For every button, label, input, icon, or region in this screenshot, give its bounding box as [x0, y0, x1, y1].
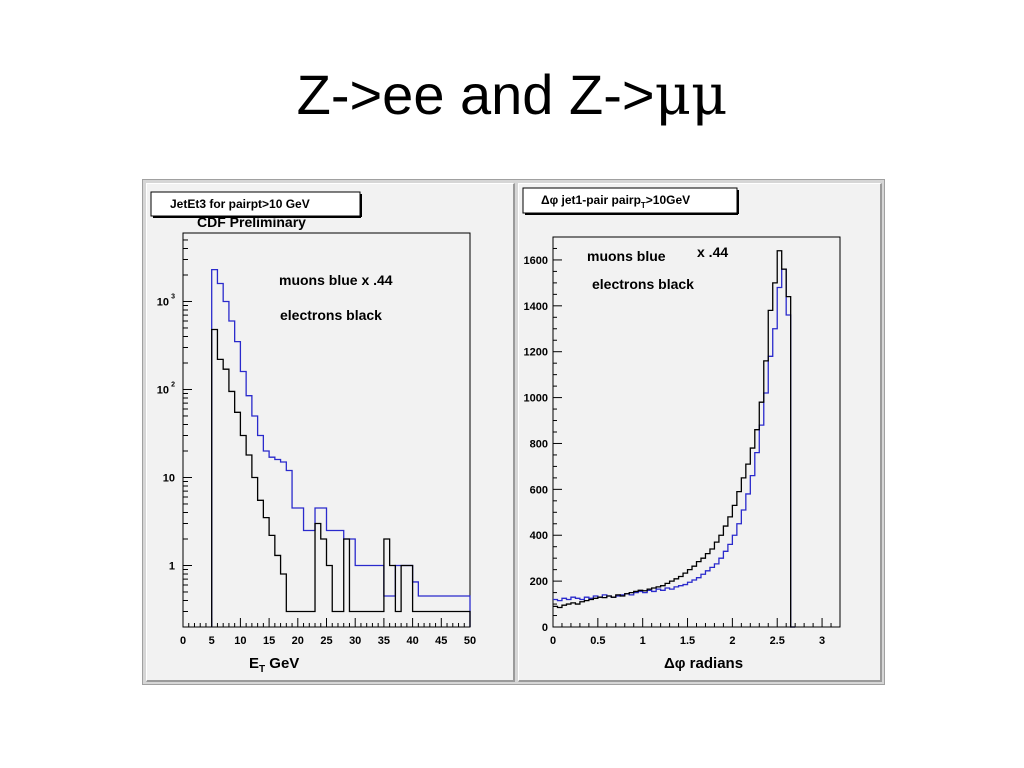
left-xlabel-main: E [249, 655, 259, 672]
right-series-muons [553, 268, 796, 628]
right-chart: Δφ jet1-pair pairpT>10GeV 0 0.5 1 1.5 2 2.5 30… [522, 187, 841, 672]
left-y-tick-label: 1 [169, 560, 175, 572]
left-xlabel-rest: GeV [265, 655, 299, 672]
right-x-tick-label: 2 [729, 635, 735, 647]
right-series-group [553, 250, 796, 628]
slide-title-prefix: Z->ee and Z-> [296, 63, 655, 126]
right-series-electrons [553, 250, 796, 628]
left-x-tick-label: 0 [180, 635, 186, 647]
left-xlabel: ET GeV [249, 655, 299, 675]
right-y-tick-label: 800 [530, 438, 548, 450]
right-title-rest: >10GeV [646, 193, 690, 207]
right-annotation-factor: x .44 [697, 244, 728, 260]
left-x-tick-label: 30 [349, 635, 361, 647]
slide-title-mu: μμ [654, 63, 728, 128]
left-title-box [150, 191, 361, 217]
left-x-tick-label: 40 [406, 635, 418, 647]
right-x-tick-label: 3 [819, 635, 825, 647]
right-y-tick-label: 1600 [524, 255, 548, 267]
left-chart: JetEt3 for pairpt>10 GeV CDF Preliminary… [150, 191, 476, 675]
left-annotation-muons: muons blue x .44 [279, 272, 393, 288]
right-y-tick-label: 0 [542, 622, 548, 634]
right-x-tick-label: 2.5 [770, 635, 785, 647]
left-x-tick-label: 5 [209, 635, 215, 647]
left-chart-subtitle: CDF Preliminary [197, 214, 306, 230]
left-series-electrons [211, 328, 471, 627]
left-y-tick-exponent: 2 [171, 381, 175, 388]
left-y-tick-exponent: 3 [171, 293, 175, 300]
left-x-tick-label: 20 [292, 635, 304, 647]
left-plot-frame [182, 232, 471, 628]
right-y-tick-label: 1000 [524, 393, 548, 405]
left-x-tick-label: 25 [320, 635, 332, 647]
figure-canvas: JetEt3 for pairpt>10 GeV CDF Preliminary… [142, 179, 885, 685]
right-x-tick-label: 1 [640, 635, 646, 647]
left-x-tick-label: 50 [464, 635, 476, 647]
left-series-muons [211, 268, 471, 627]
left-xlabel-sub: T [259, 664, 265, 675]
right-x-tick-label: 0.5 [590, 635, 605, 647]
right-y-tick-label: 200 [530, 576, 548, 588]
right-annotation-electrons: electrons black [592, 276, 694, 292]
slide-title: Z->ee and Z->μμ [0, 62, 1024, 128]
left-x-tick-label: 45 [435, 635, 447, 647]
right-title-main: Δφ jet1-pair pairp [541, 193, 641, 207]
right-plot-frame [552, 236, 841, 628]
left-y-tick-label: 10 [163, 472, 175, 484]
left-series-group [211, 268, 471, 627]
right-x-tick-label: 1.5 [680, 635, 695, 647]
left-y-tick-label: 10 [157, 384, 169, 396]
left-x-tick-label: 35 [378, 635, 390, 647]
right-plot-pad: Δφ jet1-pair pairpT>10GeV 0 0.5 1 1.5 2 2.5 3 0… [518, 183, 882, 682]
right-axis-ticks: 0 0.5 1 1.5 2 2.5 3 0 200 400 600 800 1000 1200 1400 16… [524, 236, 832, 647]
right-title-sub: T [641, 201, 646, 210]
right-y-tick-label: 600 [530, 484, 548, 496]
left-x-tick-label: 10 [234, 635, 246, 647]
right-y-tick-label: 400 [530, 530, 548, 542]
left-chart-title: JetEt3 for pairpt>10 GeV [170, 197, 310, 211]
right-chart-title: Δφ jet1-pair pairpT>10GeV [541, 193, 690, 210]
right-annotation-muons: muons blue [587, 248, 666, 264]
right-y-tick-label: 1200 [524, 347, 548, 359]
left-x-tick-label: 15 [263, 635, 275, 647]
left-y-tick-label: 10 [157, 296, 169, 308]
right-xlabel: Δφ radians [664, 655, 743, 672]
right-x-tick-label: 0 [550, 635, 556, 647]
right-y-tick-label: 1400 [524, 301, 548, 313]
left-annotation-electrons: electrons black [280, 307, 382, 323]
left-plot-pad: JetEt3 for pairpt>10 GeV CDF Preliminary… [146, 183, 515, 682]
